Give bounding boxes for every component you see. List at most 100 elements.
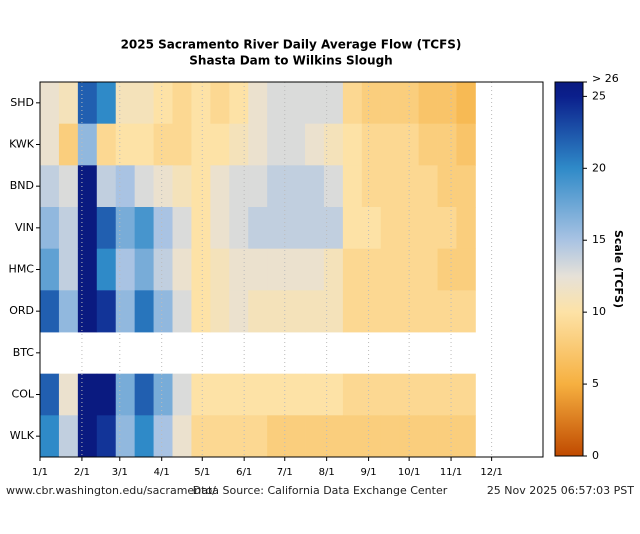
heat-cell [305,373,325,416]
heat-cell [380,82,401,125]
heat-cell [267,248,287,291]
heat-cell [305,290,325,333]
heat-cell [58,165,79,208]
heat-cell [248,82,268,125]
heat-cell [191,207,211,250]
heat-cell [342,165,363,208]
heat-cell [437,82,457,125]
heat-cell [399,207,420,250]
heat-cell [229,207,249,250]
heat-cell [40,165,60,208]
heat-cell [115,123,136,166]
heat-cell [96,415,117,458]
heat-cell [399,248,420,291]
heat-cell [77,373,98,416]
heat-cell [153,290,173,333]
heat-cell [456,415,476,458]
heat-cell [323,248,344,291]
heat-cell [172,415,192,458]
heat-cell [115,207,136,250]
y-tick-label: ORD [9,304,34,317]
heat-cell [286,290,306,333]
heat-cell [286,248,306,291]
heat-cell [418,290,438,333]
heat-cell [172,207,192,250]
heat-cell [305,207,325,250]
heat-cell [305,165,325,208]
x-tick-label: 5/1 [194,467,210,478]
heat-cell [456,248,476,291]
heat-cell [96,290,117,333]
heat-cell [229,290,249,333]
heat-cell [115,165,136,208]
heat-cell [342,82,363,125]
heat-cell [172,290,192,333]
heat-cell [418,415,438,458]
chart-title: 2025 Sacramento River Daily Average Flow… [121,38,462,52]
heat-cell [437,207,457,250]
heat-cell [456,82,476,125]
heat-cell [286,207,306,250]
heat-cell [40,123,60,166]
heat-cell [399,123,420,166]
heat-cell [153,165,173,208]
heat-cell [437,248,457,291]
heat-cell [58,415,79,458]
heat-cell [437,373,457,416]
heat-cell [115,415,136,458]
heat-cell [77,207,98,250]
heat-cell [323,415,344,458]
heat-cell [418,207,438,250]
x-tick-label: 2/1 [74,467,90,478]
heat-cell [380,165,401,208]
heat-cell [229,373,249,416]
heat-cell [456,123,476,166]
heat-cell [342,123,363,166]
heat-cell [40,290,60,333]
heat-cell [115,248,136,291]
colorbar-tick-label: 5 [592,377,599,390]
colorbar-tick-label: 15 [592,233,606,246]
heat-cell [456,290,476,333]
heat-cell [172,165,192,208]
heat-cell [96,207,117,250]
heat-cell [342,290,363,333]
heat-cell [115,290,136,333]
heat-cell [40,415,60,458]
heat-cell [323,165,344,208]
heat-cell [153,207,173,250]
heat-cell [380,415,401,458]
heat-cell [361,123,382,166]
y-tick-label: SHD [10,96,34,109]
heat-cell [153,415,173,458]
heat-cell [267,373,287,416]
heat-cell [172,82,192,125]
heat-cell [77,248,98,291]
x-tick-label: 7/1 [277,467,293,478]
y-tick-label: WLK [10,429,35,442]
heat-cell [191,373,211,416]
heat-cell [191,415,211,458]
heat-cell [210,373,230,416]
heat-cell [40,207,60,250]
heat-cell [115,373,136,416]
x-tick-label: 11/1 [440,467,462,478]
heat-cell [134,207,154,250]
heat-cell [418,248,438,291]
heat-cell [267,207,287,250]
heat-cell [77,290,98,333]
x-tick-label: 12/1 [480,467,502,478]
heat-cell [153,82,173,125]
heat-cell [77,82,98,125]
chart-subtitle: Shasta Dam to Wilkins Slough [189,54,392,68]
x-tick-label: 9/1 [361,467,377,478]
heat-cell [323,373,344,416]
heat-cell [342,248,363,291]
heat-cell [361,165,382,208]
heat-cell [342,207,363,250]
heat-cell [134,165,154,208]
heat-cell [229,165,249,208]
heat-cell [153,248,173,291]
heat-cell [399,415,420,458]
heat-cell [191,248,211,291]
